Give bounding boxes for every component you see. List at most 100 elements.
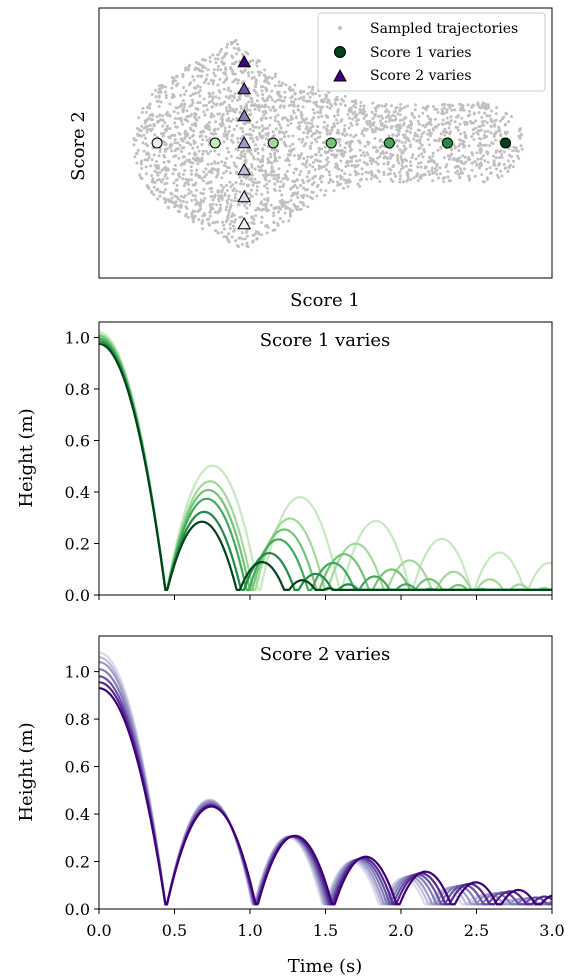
trajectory-point [202, 187, 206, 191]
trajectory-point [232, 229, 236, 233]
trajectory-point [512, 159, 515, 163]
trajectory-point [485, 167, 488, 171]
trajectory-point [481, 154, 485, 158]
trajectory-point [374, 126, 378, 130]
trajectory-point [220, 60, 224, 64]
trajectory-point [473, 174, 477, 178]
trajectory-point [494, 138, 498, 142]
trajectory-point [223, 126, 227, 130]
trajectory-point [218, 209, 222, 213]
trajectory-point [229, 120, 233, 123]
trajectory-point [261, 157, 264, 161]
trajectory-point [302, 144, 306, 148]
trajectory-point [197, 116, 201, 119]
trajectory-point [236, 137, 240, 140]
trajectory-point [455, 158, 459, 162]
trajectory-point [461, 106, 464, 110]
trajectory-point [253, 147, 257, 151]
trajectory-point [152, 153, 156, 157]
trajectory-point [342, 99, 346, 103]
trajectory-point [270, 169, 274, 173]
trajectory-point [455, 126, 459, 129]
trajectory-point [135, 151, 139, 155]
y-tick-label: 1.0 [65, 663, 90, 682]
trajectory-point [255, 181, 259, 185]
trajectory-point [385, 108, 389, 112]
trajectory-point [225, 218, 229, 222]
trajectory-point [241, 231, 244, 235]
score1-marker [209, 137, 221, 149]
trajectory-point [431, 179, 435, 183]
trajectory-point [150, 174, 154, 178]
trajectory-point [452, 143, 456, 147]
trajectory-point [185, 115, 189, 119]
x-tick-label: 1.5 [313, 921, 338, 940]
trajectory-point [339, 159, 343, 163]
trajectory-point [367, 171, 371, 175]
trajectory-point [276, 206, 280, 210]
trajectory-point [214, 120, 218, 124]
trajectory-point [225, 165, 229, 169]
trajectory-point [159, 118, 163, 121]
trajectory-point [291, 134, 295, 138]
trajectory-point [325, 132, 329, 136]
trajectory-point [287, 153, 290, 157]
trajectory-point [435, 164, 439, 168]
trajectory-point [230, 54, 234, 58]
trajectory-point [456, 128, 460, 132]
trajectory-point [359, 177, 363, 181]
trajectory-point [208, 187, 212, 191]
trajectory-point [180, 204, 183, 208]
panel3-x-label: Time (s) [288, 956, 363, 977]
trajectory-point [343, 104, 347, 107]
trajectory-point [309, 90, 313, 94]
trajectory-point [295, 205, 299, 209]
trajectory-point [257, 232, 261, 236]
trajectory-point [176, 173, 180, 177]
trajectory-point [229, 66, 232, 69]
trajectory-point [281, 177, 285, 181]
trajectory-point [288, 207, 292, 211]
trajectory-point [413, 131, 417, 135]
trajectory-point [360, 167, 364, 171]
trajectory-point [245, 206, 249, 210]
trajectory-point [371, 159, 375, 163]
trajectory-point [289, 199, 293, 202]
trajectory-point [436, 148, 440, 152]
trajectory-point [399, 174, 402, 178]
trajectory-point [458, 175, 462, 179]
trajectory-point [235, 171, 239, 175]
trajectory-point [233, 72, 237, 76]
legend-marker-score1 [334, 46, 346, 58]
trajectory-point [171, 172, 175, 176]
trajectory-point [273, 75, 277, 79]
trajectory-point [224, 68, 228, 71]
trajectory-point [502, 115, 506, 119]
trajectory-point [466, 114, 470, 118]
trajectory-point [245, 234, 249, 238]
trajectory-point [229, 89, 233, 93]
trajectory-point [216, 112, 220, 116]
trajectory-point [360, 111, 364, 115]
trajectory-point [157, 90, 160, 94]
trajectory-point [340, 118, 344, 122]
trajectory-point [442, 112, 446, 116]
trajectory-point [172, 110, 176, 114]
trajectory-point [224, 208, 228, 212]
trajectory-point [427, 117, 431, 121]
trajectory-point [146, 158, 150, 162]
trajectory-point [260, 215, 264, 219]
trajectory-point [317, 150, 321, 154]
trajectory-point [196, 67, 200, 71]
trajectory-point [222, 61, 226, 65]
trajectory-point [332, 122, 336, 126]
trajectory-point [209, 149, 213, 153]
trajectory-point [417, 114, 421, 118]
trajectory-point [274, 108, 278, 112]
trajectory-point [423, 173, 427, 177]
trajectory-point [255, 61, 259, 65]
trajectory-point [371, 101, 375, 105]
trajectory-point [351, 155, 355, 159]
trajectory-point [306, 155, 310, 159]
y-tick-label: 0.8 [65, 710, 90, 729]
